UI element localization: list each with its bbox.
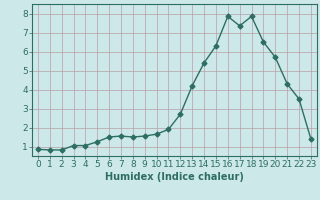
X-axis label: Humidex (Indice chaleur): Humidex (Indice chaleur) [105, 172, 244, 182]
